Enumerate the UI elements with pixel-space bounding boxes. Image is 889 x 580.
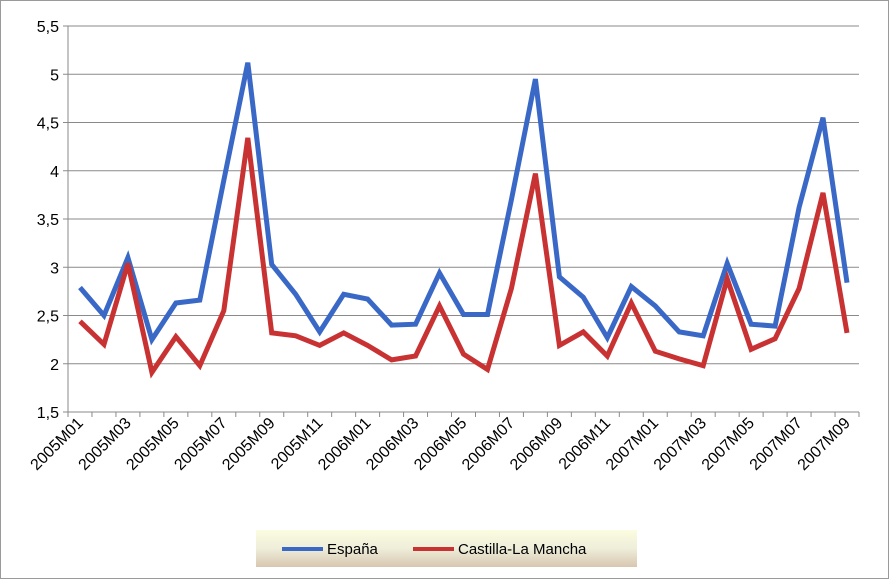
- y-tick-label: 2,5: [37, 309, 59, 326]
- y-axis-tick-labels: 1,5 2 2,5 3 3,5 4 4,5 5 5,5: [37, 19, 59, 422]
- legend-label-espana: España: [327, 541, 379, 558]
- series-line-castilla-la-mancha: [78, 137, 850, 379]
- x-tick-label: 2007M09: [795, 415, 854, 474]
- legend-label-castilla-la-mancha: Castilla-La Mancha: [458, 541, 587, 558]
- x-tick-label: 2005M09: [219, 415, 278, 474]
- legend: España Castilla-La Mancha: [256, 530, 637, 567]
- y-tick-label: 4,5: [37, 116, 59, 133]
- x-tick-label: 2006M09: [507, 415, 566, 474]
- axes: [63, 25, 860, 417]
- y-tick-label: 5: [50, 67, 59, 84]
- y-tick-label: 3: [50, 260, 59, 277]
- x-axis-tick-labels: 2005M012005M032005M052005M072005M092005M…: [28, 415, 854, 474]
- y-tick-label: 3,5: [37, 212, 59, 229]
- series-lines: [78, 62, 850, 379]
- y-tick-label: 2: [50, 357, 59, 374]
- gridlines: [68, 25, 859, 365]
- y-tick-label: 4: [50, 164, 59, 181]
- series-line-espana: [78, 62, 850, 346]
- y-tick-label: 1,5: [37, 405, 59, 422]
- y-tick-label: 5,5: [37, 19, 59, 36]
